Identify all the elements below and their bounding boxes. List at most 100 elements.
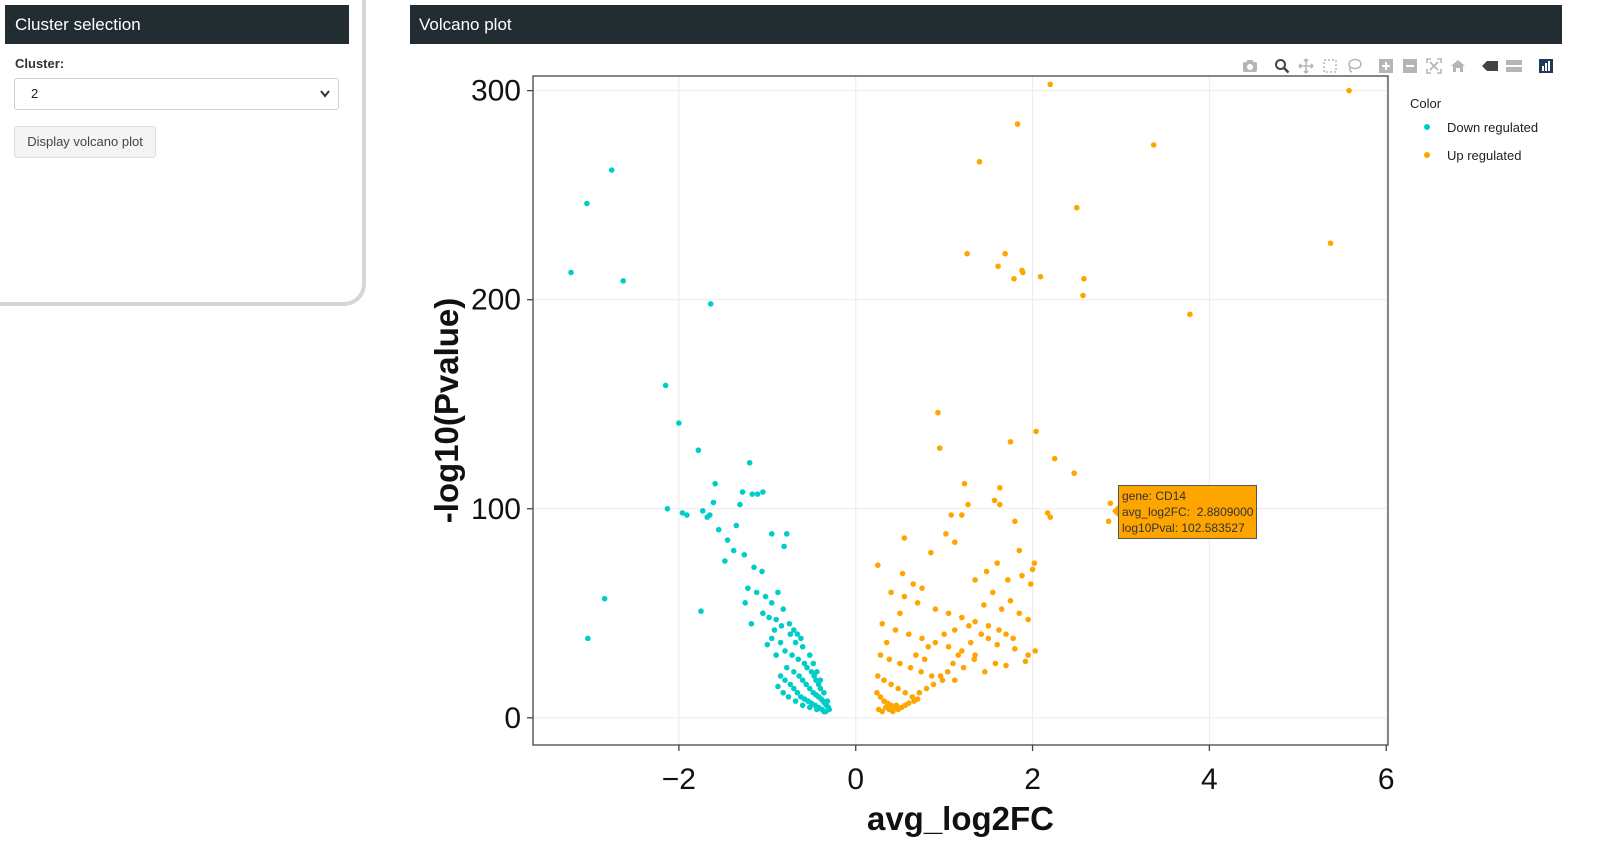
up-regulated-point (897, 660, 903, 667)
down-regulated-point (798, 694, 804, 700)
down-regulated-point (748, 620, 755, 627)
spike-lines-icon[interactable] (1478, 56, 1502, 76)
down-regulated-point (568, 269, 574, 276)
volcano-plot[interactable]: −2 0 2 4 6 0 100 200 300 avg_log2FC -log10(Pvalue)… (410, 44, 1560, 854)
up-regulated-point (985, 623, 992, 629)
x-tick-label: 2 (1024, 763, 1041, 796)
up-regulated-point (997, 485, 1003, 491)
down-regulated-point (715, 526, 722, 533)
pan-icon[interactable] (1294, 56, 1318, 76)
up-regulated-point (1010, 635, 1016, 642)
up-regulated-point (897, 610, 903, 617)
up-regulated-point (944, 669, 951, 675)
y-axis-title: -log10(Pvalue) (428, 298, 465, 524)
zoom-out-icon[interactable] (1398, 56, 1422, 76)
up-regulated-point (1007, 439, 1014, 445)
down-regulated-point (764, 641, 771, 648)
up-regulated-point (919, 635, 925, 642)
down-regulated-point (821, 689, 827, 696)
up-regulated-point (961, 480, 968, 487)
down-regulated-point (781, 543, 787, 550)
down-regulated-point (782, 677, 788, 683)
up-regulated-point (902, 689, 909, 696)
up-regulated-point (888, 681, 894, 688)
up-regulated-point (1107, 500, 1114, 507)
zoom-in-icon[interactable] (1374, 56, 1398, 76)
up-regulated-point (1031, 560, 1038, 566)
down-regulated-point (780, 606, 787, 612)
down-regulated-point (787, 631, 794, 637)
up-regulated-point (951, 539, 958, 546)
up-regulated-point (1071, 470, 1077, 477)
zoom-icon[interactable] (1270, 56, 1294, 76)
down-regulated-point (789, 652, 795, 658)
up-regulated-point (905, 700, 912, 706)
down-regulated-point (676, 420, 682, 426)
cluster-select-value: 2 (31, 86, 39, 101)
up-regulated-point (1005, 577, 1011, 583)
plotly-logo-icon[interactable] (1534, 56, 1558, 76)
up-regulated-point (1047, 81, 1054, 88)
up-regulated-point (989, 589, 996, 596)
cluster-selection-panel: Cluster selection Cluster: 2 Display vol… (0, 0, 366, 306)
down-regulated-point (804, 664, 810, 671)
down-regulated-point (783, 531, 790, 537)
autoscale-icon[interactable] (1422, 56, 1446, 76)
down-regulated-point (786, 620, 793, 627)
down-regulated-point (679, 510, 686, 516)
down-regulated-point (768, 635, 775, 642)
down-regulated-point (806, 704, 813, 711)
up-regulated-point (972, 652, 978, 658)
up-regulated-point (966, 623, 972, 629)
down-regulated-point (791, 627, 797, 633)
up-regulated-point (967, 639, 974, 646)
up-regulated-point (978, 631, 985, 637)
up-regulated-point (994, 641, 1000, 648)
compare-hover-icon[interactable] (1502, 56, 1526, 76)
down-regulated-point (754, 491, 761, 497)
down-regulated-point (771, 627, 778, 633)
up-regulated-point (1080, 292, 1086, 299)
down-regulated-point (798, 635, 804, 642)
up-regulated-point (939, 677, 946, 683)
display-volcano-plot-button[interactable]: Display volcano plot (14, 126, 156, 158)
down-regulated-point (773, 652, 779, 658)
lasso-icon[interactable] (1342, 56, 1366, 76)
reset-axes-icon[interactable] (1446, 56, 1470, 76)
down-regulated-point (712, 480, 718, 487)
up-regulated-point (909, 694, 916, 700)
up-regulated-point (1007, 597, 1014, 604)
down-regulated-point (698, 608, 704, 614)
down-regulated-point (799, 702, 806, 709)
up-regulated-point (875, 673, 881, 679)
up-regulated-point (1016, 610, 1023, 617)
camera-icon[interactable] (1238, 56, 1262, 76)
down-regulated-point (751, 564, 757, 571)
chevron-down-icon (319, 79, 331, 120)
up-regulated-point (910, 581, 916, 587)
down-regulated-point (722, 558, 728, 564)
up-regulated-point (930, 681, 937, 688)
up-regulated-point (951, 677, 958, 683)
up-regulated-point (918, 669, 924, 675)
down-regulated-point (811, 673, 817, 679)
up-regulated-point (994, 560, 1000, 566)
down-regulated-point (699, 508, 706, 514)
legend-marker-up (1424, 152, 1430, 158)
down-regulated-point (782, 648, 788, 654)
down-regulated-point (799, 643, 806, 650)
up-regulated-point (919, 585, 925, 592)
cluster-select[interactable]: 2 (14, 78, 339, 110)
down-regulated-point (601, 595, 608, 602)
down-regulated-point (817, 677, 824, 683)
down-regulated-point (762, 593, 769, 600)
up-regulated-point (890, 708, 896, 715)
up-regulated-point (955, 652, 962, 658)
up-regulated-point (943, 531, 949, 537)
down-regulated-point (801, 660, 808, 667)
up-regulated-point (951, 627, 958, 633)
box-select-icon[interactable] (1318, 56, 1342, 76)
up-regulated-point (1150, 142, 1157, 148)
up-regulated-point (901, 535, 908, 541)
up-regulated-point (1044, 510, 1051, 516)
